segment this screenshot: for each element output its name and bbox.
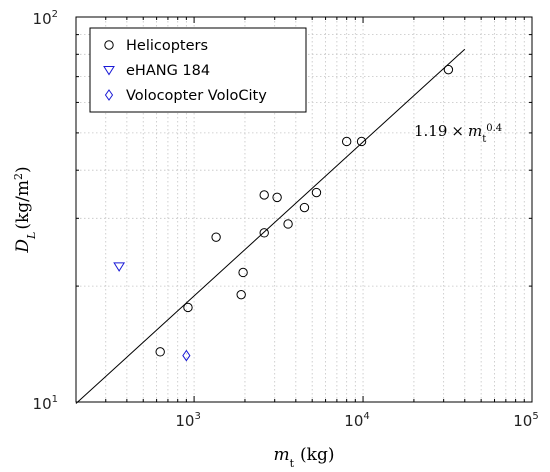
data-point (272, 192, 282, 203)
legend-box (89, 27, 307, 113)
x-axis-label: mt (kg) (274, 445, 335, 470)
data-point (356, 136, 367, 147)
legend-marker (104, 89, 114, 101)
x-tick-label: 103 (175, 411, 200, 430)
fit-line (75, 48, 466, 404)
y-tick-exp: 2 (52, 9, 58, 20)
y-tick-label: 102 (33, 9, 58, 28)
x-tick-label: 104 (344, 411, 369, 430)
data-point (236, 289, 246, 300)
x-tick-label: 105 (513, 411, 538, 430)
data-point (259, 190, 269, 200)
axis-ticks (75, 16, 533, 403)
fit-times: × (451, 122, 464, 140)
x-tick-base: 10 (344, 412, 363, 430)
legend-label: Volocopter VoloCity (126, 88, 267, 104)
data-point (341, 136, 352, 147)
x-tick-exp: 4 (363, 411, 369, 422)
x-axis-sub: t (290, 457, 295, 470)
y-axis-var: D (13, 239, 33, 254)
legend: Helicopters eHANG 184 Volocopter VoloCity (89, 27, 307, 113)
data-point (259, 228, 269, 238)
x-tick-base: 10 (513, 412, 532, 430)
fit-coef: 1.19 (414, 122, 447, 140)
data-point (283, 219, 293, 229)
data-point (155, 347, 165, 357)
data-point (443, 64, 454, 75)
data-point (299, 202, 310, 213)
x-tick-base: 10 (175, 412, 194, 430)
x-tick-exp: 5 (532, 411, 538, 422)
legend-label: eHANG 184 (126, 63, 210, 79)
data-point (183, 302, 193, 313)
y-tick-base: 10 (33, 395, 52, 413)
legend-label: Helicopters (126, 38, 208, 54)
data-point (238, 267, 248, 278)
y-tick-exp: 1 (52, 394, 58, 405)
y-axis-unit-close: ) (13, 166, 33, 173)
y-tick-label: 101 (33, 394, 58, 413)
legend-marker (103, 66, 115, 76)
y-axis-label: DL (kg/m2) (12, 166, 38, 253)
y-axis-unit-sup: 2 (12, 173, 25, 180)
x-tick-exp: 3 (194, 411, 200, 422)
x-axis-var: m (274, 445, 290, 465)
data-point (311, 187, 322, 198)
x-axis-unit: (kg) (300, 445, 334, 465)
fit-exp: 0.4 (486, 123, 502, 134)
legend-marker (104, 40, 114, 50)
data-point (182, 349, 191, 362)
data-point (113, 262, 126, 272)
data-point (211, 232, 221, 242)
fit-var: m (468, 122, 482, 140)
y-axis-sub: L (25, 232, 38, 240)
fit-line-label: 1.19 × mt0.4 (414, 122, 502, 145)
data-points (113, 64, 454, 362)
y-tick-base: 10 (33, 10, 52, 28)
fit-line-group (75, 48, 466, 404)
plot-frame (75, 16, 533, 403)
fit-sub: t (482, 134, 486, 145)
y-axis-unit-open: (kg/m (13, 180, 33, 230)
